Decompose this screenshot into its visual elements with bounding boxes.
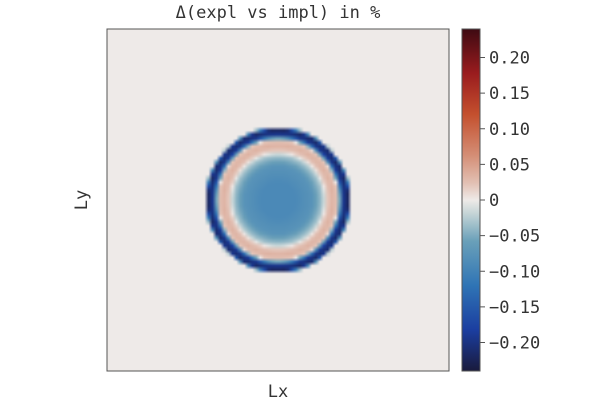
colorbar-tick-label: −0.10 (489, 262, 540, 282)
y-axis-label: Ly (72, 190, 92, 210)
colorbar-tick-label: 0 (489, 191, 499, 211)
plot-area (106, 28, 450, 372)
colorbar-tick-label: 0.05 (489, 155, 530, 175)
colorbar-tick-label: 0.20 (489, 49, 530, 69)
colorbar: 0.20 0.15 0.10 0.05 0 −0.05 −0.10 −0.15 −0.20 (461, 28, 540, 372)
colorbar-tick-label: −0.20 (489, 334, 540, 354)
heatmap-image (107, 29, 449, 371)
x-axis-label: Lx (268, 382, 288, 400)
colorbar-tick-label: 0.10 (489, 120, 530, 140)
colorbar-tick-label: −0.05 (489, 227, 540, 247)
colorbar-ticks: 0.20 0.15 0.10 0.05 0 −0.05 −0.10 −0.15 −0.20 (480, 49, 540, 354)
plot-frame (106, 28, 450, 372)
chart-title: Δ(expl vs impl) in % (176, 3, 381, 23)
colorbar-tick-label: 0.15 (489, 84, 530, 104)
colorbar-tick-label: −0.15 (489, 298, 540, 318)
colorbar-gradient (462, 29, 480, 371)
